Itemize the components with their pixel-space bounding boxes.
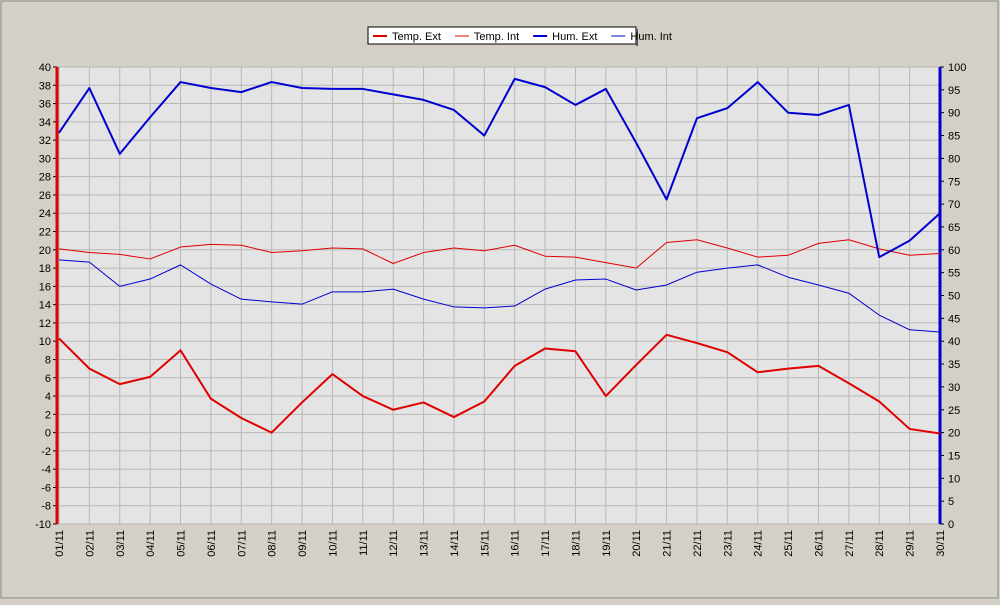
x-tick-label: 01/11 [54,530,66,557]
x-tick-label: 18/11 [570,530,582,557]
x-tick-label: 17/11 [540,530,552,557]
x-tick-label: 04/11 [145,530,157,557]
y2-tick-label: 10 [948,473,960,485]
legend: Temp. Ext Temp. Int Hum. Ext Hum. Int [367,26,672,46]
y-tick-label: 12 [39,318,51,330]
series-line [58,77,941,259]
y-tick-label: 16 [39,281,51,293]
x-tick-label: 30/11 [935,530,947,557]
series-line [58,239,941,269]
x-tick-label: 29/11 [905,530,917,557]
y-tick-label: 26 [39,190,51,202]
y2-tick-label: 45 [948,313,960,325]
y-tick-label: -10 [35,519,51,531]
y-tick-label: 6 [45,373,51,385]
y2-tick-label: 5 [948,496,954,508]
y-tick-label: 32 [39,135,51,147]
y-tick-label: 14 [39,300,51,312]
legend-label: Hum. Ext [552,31,597,43]
y-tick-label: 2 [45,409,51,421]
x-tick-label: 08/11 [267,530,279,557]
x-tick-label: 09/11 [297,530,309,557]
x-tick-label: 13/11 [419,530,431,557]
y2-tick-label: 35 [948,359,960,371]
plot-area [56,66,941,525]
x-tick-label: 25/11 [783,530,795,557]
y2-tick-label: 75 [948,176,960,188]
series-line [58,333,941,435]
y2-tick-label: 65 [948,222,960,234]
x-tick-label: 15/11 [479,530,491,557]
y2-tick-label: 70 [948,199,960,211]
y-tick-label: 8 [45,354,51,366]
x-tick-label: 10/11 [327,530,339,557]
y2-tick-label: 80 [948,153,960,165]
y-tick-label: 10 [39,336,51,348]
x-tick-label: 23/11 [722,530,734,557]
x-tick-label: 16/11 [510,530,522,557]
legend-label: Hum. Int [630,31,672,43]
x-tick-label: 20/11 [631,530,643,557]
y2-tick-label: 25 [948,405,960,417]
x-tick-label: 12/11 [388,530,400,557]
y2-tick-label: 100 [948,62,966,74]
x-tick-label: 22/11 [692,530,704,557]
legend-label: Temp. Ext [392,31,441,43]
x-tick-label: 19/11 [601,530,613,557]
y-tick-label: 0 [45,428,51,440]
y2-tick-label: 40 [948,336,960,348]
x-tick-label: 27/11 [844,530,856,557]
y-tick-label: 18 [39,263,51,275]
x-tick-label: 11/11 [358,530,370,556]
x-tick-label: 26/11 [813,530,825,557]
legend-shadow [636,29,638,46]
y2-tick-label: 0 [948,519,954,531]
x-tick-label: 02/11 [84,530,96,557]
y-tick-label: -2 [41,446,51,458]
y2-tick-label: 95 [948,85,960,97]
y-tick-label: -4 [41,464,51,476]
x-tick-label: 14/11 [449,530,461,557]
y-tick-label: -8 [41,501,51,513]
x-tick-label: 21/11 [662,530,674,557]
y2-tick-label: 55 [948,268,960,280]
y2-tick-label: 30 [948,382,960,394]
y-tick-label: -6 [41,482,51,494]
series-line [58,259,941,333]
y2-tick-label: 50 [948,291,960,303]
y-tick-label: 34 [39,117,51,129]
y-tick-label: 22 [39,227,51,239]
y-tick-label: 36 [39,99,51,111]
x-tick-label: 24/11 [753,530,765,557]
y-tick-label: 4 [45,391,51,403]
y-tick-label: 24 [39,208,51,220]
y-tick-label: 38 [39,80,51,92]
y-tick-label: 40 [39,62,51,74]
y2-tick-label: 15 [948,450,960,462]
y-tick-label: 30 [39,153,51,165]
y2-tick-label: 20 [948,428,960,440]
x-tick-label: 06/11 [206,530,218,557]
x-tick-label: 07/11 [236,530,248,557]
x-tick-label: 05/11 [176,530,188,557]
x-tick-label: 28/11 [874,530,886,557]
y2-tick-label: 85 [948,131,960,143]
y-tick-label: 20 [39,245,51,257]
y2-tick-label: 60 [948,245,960,257]
y2-tick-label: 90 [948,108,960,120]
y-tick-label: 28 [39,172,51,184]
legend-label: Temp. Int [474,31,519,43]
x-tick-label: 03/11 [115,530,127,557]
